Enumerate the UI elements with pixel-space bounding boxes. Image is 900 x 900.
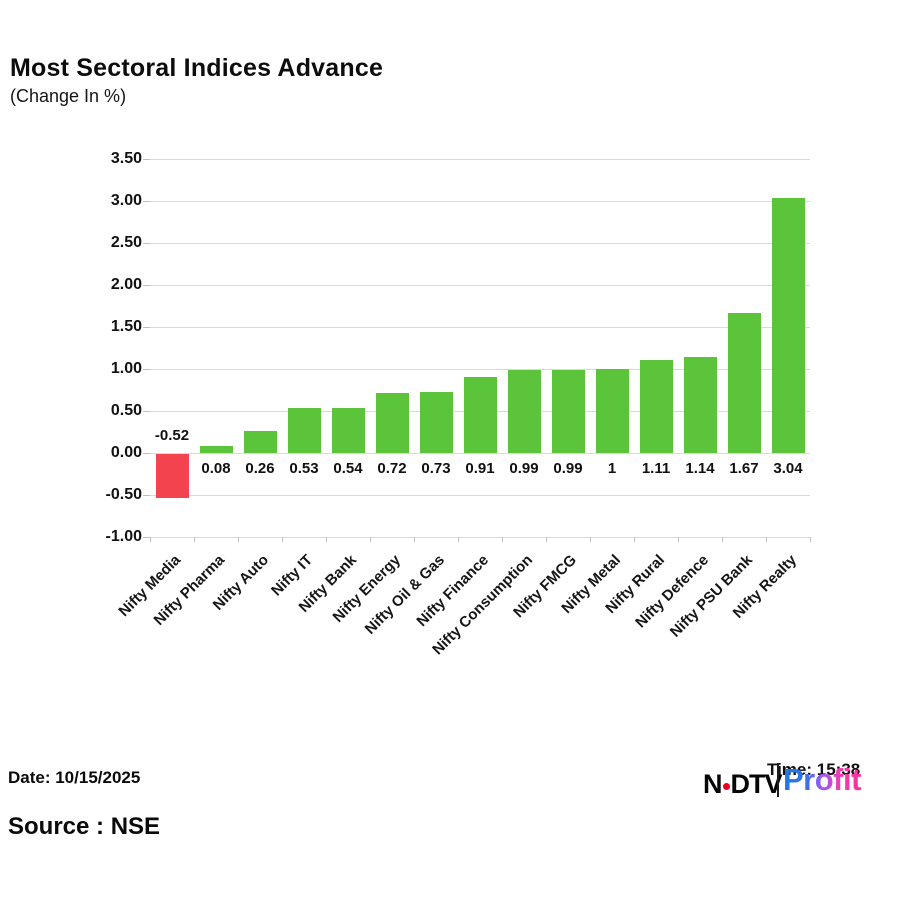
y-axis-tick — [143, 495, 150, 496]
gridline — [150, 453, 810, 454]
x-axis-tick — [722, 537, 723, 542]
y-axis-label: 2.00 — [110, 276, 142, 293]
logo-separator-bar — [777, 763, 779, 797]
date-label: Date: 10/15/2025 — [8, 768, 141, 787]
page-title: Most Sectoral Indices Advance — [10, 54, 384, 82]
y-axis-label: -0.50 — [105, 486, 142, 503]
bar — [508, 370, 541, 453]
bar — [244, 431, 277, 453]
bar-value-label: 1.11 — [641, 460, 671, 477]
x-axis-tick — [546, 537, 547, 542]
x-axis-tick — [678, 537, 679, 542]
ndtv-letters-dtv: DTV — [730, 769, 783, 799]
x-axis-tick — [150, 537, 151, 542]
bar — [772, 198, 805, 453]
gridline — [150, 201, 810, 202]
bar-value-label: 0.26 — [245, 460, 275, 477]
bar-value-label: 0.08 — [201, 460, 231, 477]
source-label: Source : NSE — [8, 813, 161, 840]
x-axis-tick — [502, 537, 503, 542]
y-axis-tick — [143, 285, 150, 286]
y-axis-tick — [143, 159, 150, 160]
y-axis-tick — [143, 243, 150, 244]
timestamp-label: Time: 15:38 — [767, 760, 860, 780]
bar-value-label: 1 — [607, 460, 617, 477]
bar-value-label: 0.99 — [509, 460, 539, 477]
bar — [728, 313, 761, 453]
bar-value-label: 0.53 — [289, 460, 319, 477]
gridline — [150, 243, 810, 244]
x-axis-tick — [194, 537, 195, 542]
ndtv-wordmark: N DTV — [703, 769, 783, 800]
ndtv-letter-n: N — [703, 769, 722, 799]
bar-value-label: 0.54 — [333, 460, 363, 477]
bar-value-label: -0.52 — [154, 427, 190, 444]
bar-value-label: 0.91 — [465, 460, 495, 477]
x-axis-tick — [634, 537, 635, 542]
y-axis-label: 2.50 — [110, 234, 142, 251]
gridline — [150, 285, 810, 286]
bar — [420, 392, 453, 453]
x-axis-tick — [590, 537, 591, 542]
y-axis-label: 3.00 — [110, 192, 142, 209]
bar — [200, 446, 233, 453]
bar-value-label: 0.73 — [421, 460, 451, 477]
y-axis-label: -1.00 — [105, 528, 142, 545]
x-axis-tick — [458, 537, 459, 542]
x-axis-tick — [326, 537, 327, 542]
bar — [552, 370, 585, 453]
bar — [596, 369, 629, 453]
x-axis-tick — [282, 537, 283, 542]
bar — [640, 360, 673, 453]
y-axis-label: 1.50 — [110, 318, 142, 335]
gridline — [150, 327, 810, 328]
bar — [288, 408, 321, 453]
gridline — [150, 537, 810, 538]
y-axis-label: 0.00 — [110, 444, 142, 461]
x-axis-tick — [370, 537, 371, 542]
bar-value-label: 0.99 — [553, 460, 583, 477]
y-axis-tick — [143, 411, 150, 412]
y-axis-tick — [143, 453, 150, 454]
x-axis-tick — [414, 537, 415, 542]
bar — [464, 377, 497, 453]
bar-value-label: 0.72 — [377, 460, 407, 477]
bar — [156, 454, 189, 498]
x-axis-category-label: Nifty Realty — [624, 549, 800, 621]
y-axis-label: 3.50 — [110, 150, 142, 167]
gridline — [150, 495, 810, 496]
y-axis-label: 1.00 — [110, 360, 142, 377]
ndtv-profit-logo: Time: 15:38 N DTV Profit — [703, 760, 900, 808]
gridline — [150, 159, 810, 160]
bar — [332, 408, 365, 453]
y-axis-tick — [143, 201, 150, 202]
y-axis-tick — [143, 327, 150, 328]
bar-value-label: 1.67 — [729, 460, 759, 477]
profit-wordmark: Profit — [783, 762, 861, 797]
y-axis-tick — [143, 537, 150, 538]
page-subtitle: (Change In %) — [10, 86, 127, 106]
x-axis-tick — [238, 537, 239, 542]
y-axis-label: 0.50 — [110, 402, 142, 419]
bar-value-label: 3.04 — [773, 460, 803, 477]
y-axis-tick — [143, 369, 150, 370]
ndtv-red-dot-icon — [722, 782, 730, 790]
x-axis-tick — [766, 537, 767, 542]
bar-value-label: 1.14 — [685, 460, 715, 477]
x-axis-tick — [810, 537, 811, 542]
bar — [376, 393, 409, 453]
bar — [684, 357, 717, 453]
gridline — [150, 369, 810, 370]
